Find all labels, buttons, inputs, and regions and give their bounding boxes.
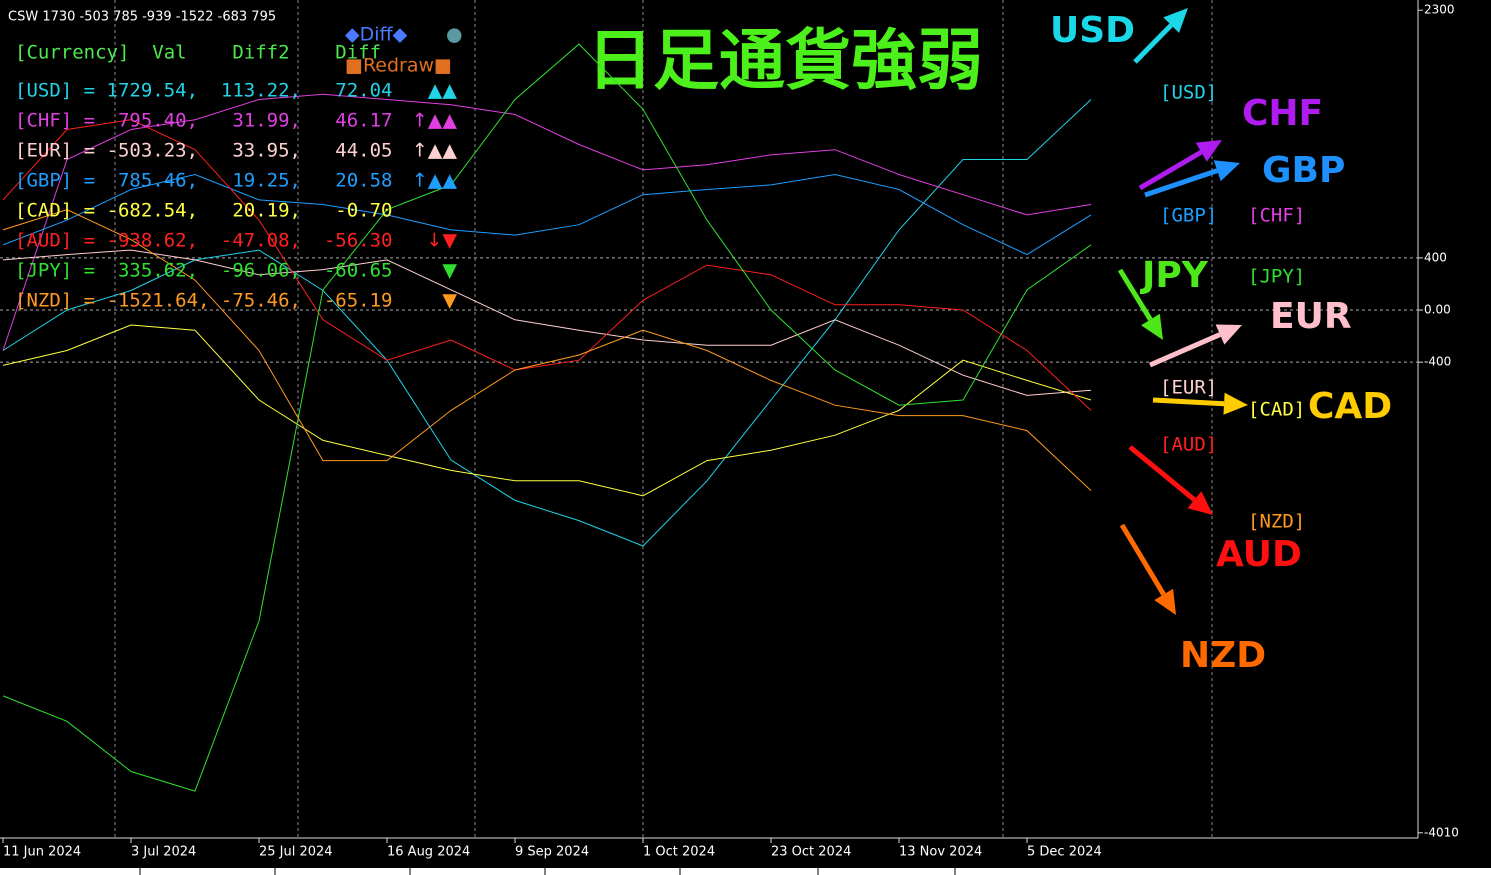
x-tick-label: 11 Jun 2024 bbox=[3, 845, 81, 860]
annotation: EUR bbox=[1270, 296, 1352, 337]
annotation: CHF bbox=[1242, 93, 1323, 134]
annotation-arrow bbox=[1138, 149, 1203, 191]
series-line bbox=[2, 43, 1092, 792]
annotation: CAD bbox=[1308, 386, 1392, 427]
annotation: GBP bbox=[1262, 150, 1345, 191]
y-tick-label: -400 bbox=[1424, 355, 1451, 369]
annotation-arrowhead bbox=[1187, 491, 1213, 515]
annotation-arrowhead bbox=[1141, 313, 1163, 340]
lines bbox=[0, 43, 1418, 792]
annotation-arrow bbox=[1152, 397, 1225, 407]
panel-row: [EUR] = -503.23, 33.95, 44.05 bbox=[15, 140, 393, 162]
y-tick-label: -4010 bbox=[1424, 825, 1459, 839]
panel-marker: ▲▲ bbox=[428, 80, 458, 102]
series-label: [EUR] bbox=[1160, 377, 1217, 399]
series-line bbox=[2, 99, 1092, 547]
series-line bbox=[2, 249, 1092, 396]
panel-row: [GBP] = 785.46, 19.25, 20.58 bbox=[15, 170, 393, 192]
panel-row: [AUD] = -938.62, -47.08, -56.30 bbox=[15, 230, 393, 252]
panel-marker: ▼ bbox=[442, 290, 457, 312]
panel-header: [Currency] Val Diff2 Diff bbox=[15, 42, 381, 64]
annotation-arrow bbox=[1117, 268, 1153, 321]
button[interactable]: ■Redraw■ bbox=[345, 55, 452, 77]
annotation-arrow bbox=[1144, 168, 1219, 198]
annotation-arrow bbox=[1128, 445, 1197, 502]
panel-row: [NZD] = -1521.64, -75.46, -65.19 bbox=[15, 290, 393, 312]
annotation: JPY bbox=[1139, 255, 1209, 296]
y-tick-label: 0.00 bbox=[1424, 303, 1451, 317]
panel-row: [CAD] = -682.54, 20.19, -0.70 bbox=[15, 200, 393, 222]
panel-row: [CHF] = 795.40, 31.99, 46.17 bbox=[15, 110, 393, 132]
panel-marker: ▼ bbox=[442, 260, 457, 282]
annotation-arrow bbox=[1119, 523, 1166, 596]
series-label: [CHF] bbox=[1248, 205, 1305, 227]
annotation-arrowhead bbox=[1215, 324, 1242, 345]
series-label: [CAD] bbox=[1248, 399, 1305, 421]
panel-marker: ↑▲▲ bbox=[412, 170, 458, 192]
bottom-strip bbox=[0, 868, 1491, 875]
x-tick-label: 1 Oct 2024 bbox=[643, 845, 715, 860]
annotation-arrowhead bbox=[1223, 392, 1248, 415]
x-tick-label: 3 Jul 2024 bbox=[131, 845, 196, 860]
annotation-arrow bbox=[1133, 23, 1173, 64]
annotation-arrowhead bbox=[1195, 140, 1222, 162]
x-tick-label: 5 Dec 2024 bbox=[1027, 845, 1102, 860]
series-label: [JPY] bbox=[1248, 266, 1305, 288]
annotation-arrowhead bbox=[1213, 160, 1240, 182]
period-separators bbox=[114, 0, 1213, 838]
x-tick-label: 13 Nov 2024 bbox=[899, 845, 982, 860]
series-label: [GBP] bbox=[1160, 205, 1217, 227]
annotation-arrowhead bbox=[1163, 8, 1188, 33]
button[interactable]: ● bbox=[446, 24, 463, 46]
strip-dividers bbox=[139, 868, 956, 875]
annotation: USD bbox=[1050, 10, 1135, 51]
annotation: AUD bbox=[1216, 534, 1302, 575]
series-line bbox=[2, 93, 1092, 351]
panel-row: [JPY] = 335.62, -96.06, -60.65 bbox=[15, 260, 393, 282]
series-line bbox=[2, 173, 1092, 256]
annotation-arrow bbox=[1149, 332, 1221, 368]
chart-title: 日足通貨強弱 bbox=[587, 22, 983, 99]
panel-marker: ↑▲▲ bbox=[412, 110, 458, 132]
panel-row: [USD] = 1729.54, 113.22, 72.04 bbox=[15, 80, 393, 102]
series-label: [USD] bbox=[1160, 82, 1217, 104]
x-tick-label: 16 Aug 2024 bbox=[387, 845, 470, 860]
header: CSW 1730 -503 785 -939 -1522 -683 795 bbox=[8, 10, 276, 25]
series-line bbox=[2, 324, 1092, 497]
button[interactable]: ◆Diff◆ bbox=[345, 24, 408, 46]
panel-marker: ↑▲▲ bbox=[412, 140, 458, 162]
x-tick-label: 25 Jul 2024 bbox=[259, 845, 333, 860]
series-line bbox=[2, 119, 1092, 411]
overlay: [Currency] Val Diff2 Diff [USD] = 1729.54… bbox=[15, 8, 1392, 676]
series-label: [AUD] bbox=[1160, 434, 1217, 456]
series-line bbox=[2, 209, 1092, 491]
panel-marker: ↓▼ bbox=[426, 230, 457, 252]
x-tick-label: 23 Oct 2024 bbox=[771, 845, 851, 860]
annotation-arrowhead bbox=[1154, 588, 1176, 615]
annotation: NZD bbox=[1180, 635, 1266, 676]
series-label: [NZD] bbox=[1248, 511, 1305, 533]
y-tick-label: 2300 bbox=[1424, 3, 1455, 17]
x-tick-label: 9 Sep 2024 bbox=[515, 845, 589, 860]
y-tick-label: 400 bbox=[1424, 250, 1447, 264]
